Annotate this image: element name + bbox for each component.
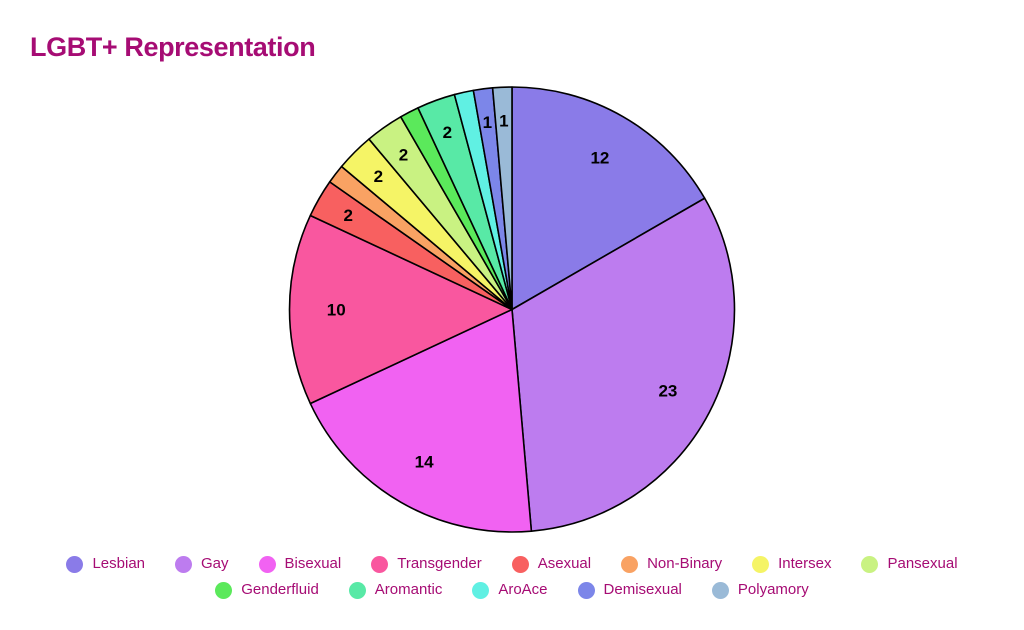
legend-swatch-icon-gay <box>175 555 192 573</box>
legend-label-lesbian: Lesbian <box>92 555 145 572</box>
legend-item-pansexual[interactable]: Pansexual <box>861 555 958 573</box>
legend-swatch-icon-bisexual <box>258 555 276 573</box>
legend-item-demisexual[interactable]: Demisexual <box>577 581 682 599</box>
legend-swatch-icon-lesbian <box>66 555 84 573</box>
legend-item-transgender[interactable]: Transgender <box>371 555 482 573</box>
slice-value-label-asexual: 2 <box>343 206 352 225</box>
legend-label-aroace: AroAce <box>498 581 548 598</box>
legend-swatch-icon-demisexual <box>577 581 595 599</box>
legend-swatch-icon-genderfluid <box>215 581 233 599</box>
slice-value-label-transgender: 10 <box>327 301 346 320</box>
legend-label-intersex: Intersex <box>778 555 832 572</box>
legend-swatch-icon-non-binary <box>621 555 639 573</box>
legend-label-aromantic: Aromantic <box>374 581 443 598</box>
legend-label-non-binary: Non-Binary <box>647 555 723 572</box>
legend-label-transgender: Transgender <box>397 555 482 572</box>
slice-value-label-gay: 23 <box>658 382 677 401</box>
slice-value-label-aromantic: 2 <box>443 123 452 142</box>
slice-value-label-intersex: 2 <box>374 167 383 186</box>
legend-item-genderfluid[interactable]: Genderfluid <box>215 581 319 599</box>
legend-label-genderfluid: Genderfluid <box>241 581 319 598</box>
chart-legend: Lesbian Gay Bisexual Transgender Asexual Non-… <box>0 555 1024 599</box>
legend-swatch-icon-transgender <box>371 555 389 573</box>
legend-item-bisexual[interactable]: Bisexual <box>258 555 342 573</box>
legend-row-1: Lesbian Gay Bisexual Transgender Asexual Non-… <box>66 555 958 573</box>
legend-swatch-icon-polyamory <box>711 581 729 599</box>
pie-slice-lesbian[interactable] <box>511 86 706 311</box>
pie-slice-bisexual[interactable] <box>309 308 533 533</box>
legend-label-pansexual: Pansexual <box>887 555 958 572</box>
legend-swatch-icon-pansexual <box>861 555 879 573</box>
legend-item-non-binary[interactable]: Non-Binary <box>621 555 722 573</box>
legend-item-intersex[interactable]: Intersex <box>752 555 831 573</box>
legend-label-bisexual: Bisexual <box>284 555 342 572</box>
legend-row-2: Genderfluid Aromantic AroAce Demisexual Poly… <box>215 581 809 599</box>
legend-item-aromantic[interactable]: Aromantic <box>348 581 443 599</box>
legend-item-gay[interactable]: Gay <box>175 555 229 573</box>
pie-slice-polyamory[interactable] <box>491 86 513 311</box>
legend-swatch-icon-intersex <box>752 555 770 573</box>
slice-value-label-demisexual: 1 <box>483 113 492 132</box>
pie-slice-gay[interactable] <box>511 197 736 532</box>
chart-title: LGBT+ Representation <box>30 32 316 62</box>
legend-label-gay: Gay <box>201 555 229 572</box>
legend-label-asexual: Asexual <box>537 555 592 572</box>
slice-value-label-pansexual: 2 <box>399 146 408 165</box>
legend-item-aroace[interactable]: AroAce <box>472 581 548 599</box>
pie-slice-transgender[interactable] <box>288 214 513 405</box>
slice-value-label-bisexual: 14 <box>415 453 434 472</box>
legend-label-demisexual: Demisexual <box>603 581 682 598</box>
legend-swatch-icon-asexual <box>511 555 529 573</box>
legend-item-lesbian[interactable]: Lesbian <box>66 555 145 573</box>
legend-swatch-icon-aroace <box>472 581 490 599</box>
legend-item-polyamory[interactable]: Polyamory <box>711 581 809 599</box>
slice-value-label-lesbian: 12 <box>590 148 609 167</box>
legend-label-polyamory: Polyamory <box>737 581 809 598</box>
slice-value-label-polyamory: 1 <box>499 112 508 131</box>
legend-swatch-icon-aromantic <box>348 581 366 599</box>
legend-item-asexual[interactable]: Asexual <box>511 555 592 573</box>
